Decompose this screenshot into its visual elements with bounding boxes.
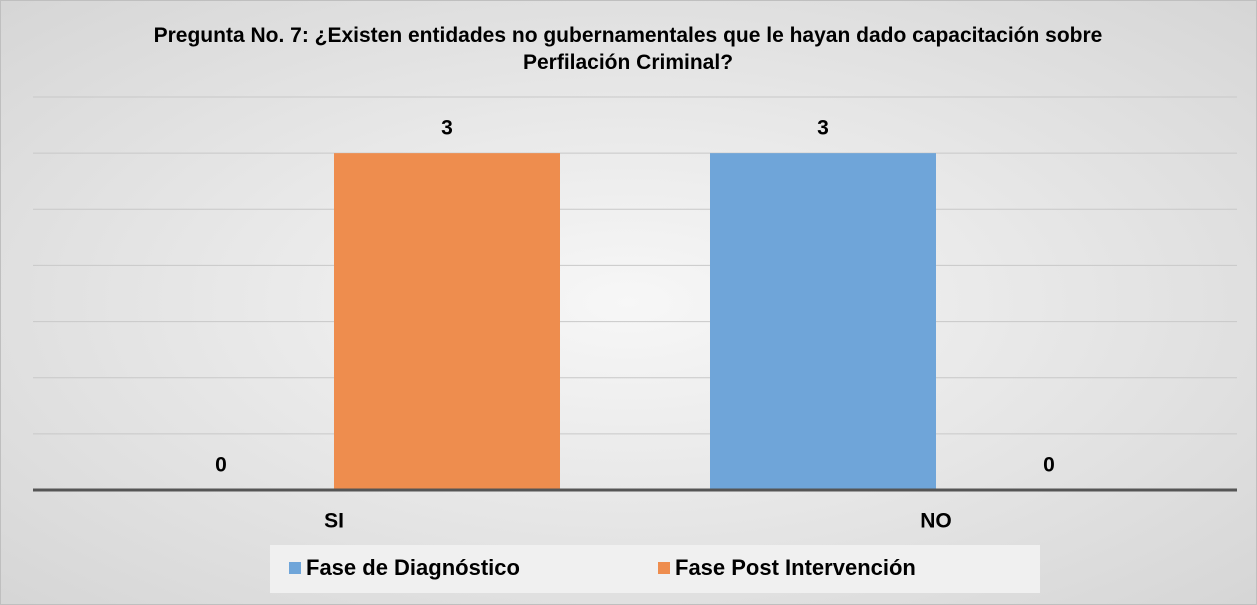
data-label: 0 <box>1043 454 1055 477</box>
legend-box <box>270 545 1040 593</box>
legend-swatch <box>658 562 670 574</box>
x-tick-label: SI <box>324 510 344 533</box>
data-label: 0 <box>215 454 227 477</box>
chart-title: Pregunta No. 7: ¿Existen entidades no gu… <box>153 24 1103 74</box>
data-label: 3 <box>441 117 453 140</box>
bar <box>710 153 936 490</box>
legend-swatch <box>289 562 301 574</box>
bar <box>334 153 560 490</box>
data-label: 3 <box>817 117 829 140</box>
legend-label: Fase Post Intervención <box>675 555 916 580</box>
legend-label: Fase de Diagnóstico <box>306 555 520 580</box>
x-tick-label: NO <box>920 510 952 533</box>
